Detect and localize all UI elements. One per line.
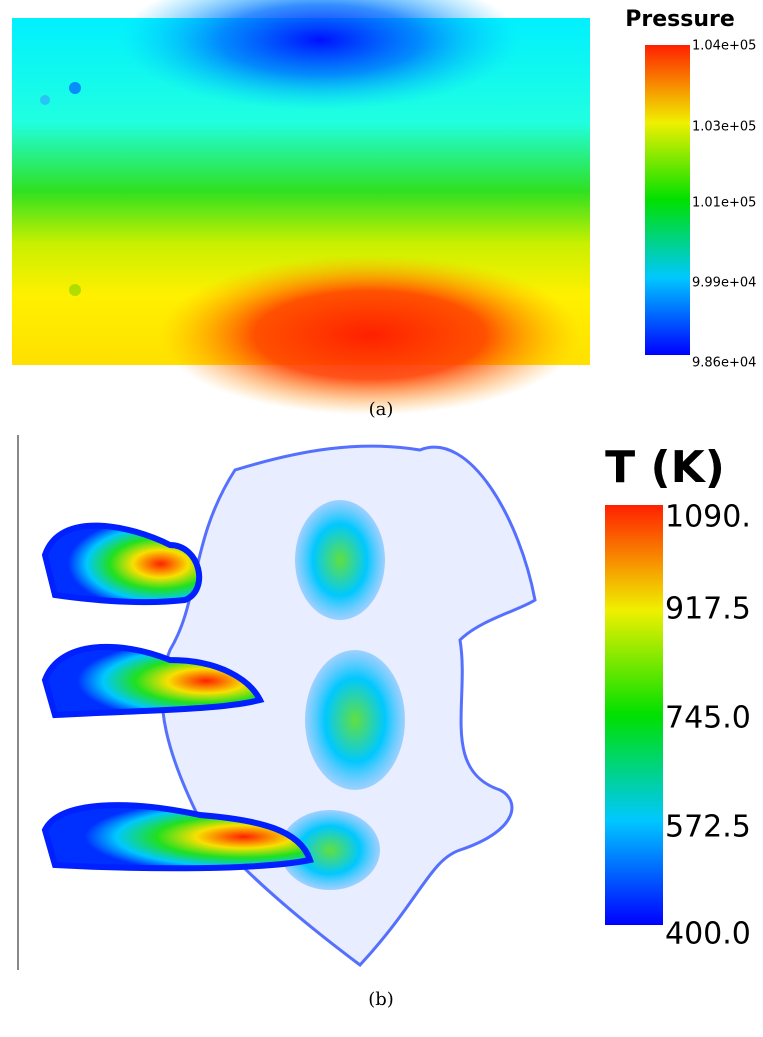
pressure-field xyxy=(12,0,590,415)
colorbar-label: 745.0 xyxy=(665,701,751,736)
caption: (b) xyxy=(368,989,394,1010)
colorbar-label: 9.99e+04 xyxy=(692,276,756,291)
colorbar-title: Pressure xyxy=(625,7,735,32)
colorbar-label: 572.5 xyxy=(665,810,751,845)
colorbar xyxy=(605,505,663,925)
colorbar-title: T (K) xyxy=(605,442,725,493)
colorbar-label: 1090. xyxy=(665,500,751,535)
colorbar-label: 917.5 xyxy=(665,592,751,627)
colorbar-label: 9.86e+04 xyxy=(692,356,756,371)
temperature-field xyxy=(41,444,537,968)
colorbar-label: 400.0 xyxy=(665,917,751,952)
colorbar xyxy=(645,45,690,355)
colorbar-label: 1.01e+05 xyxy=(692,196,756,211)
colorbar-label: 1.03e+05 xyxy=(692,120,756,135)
colorbar-label: 1.04e+05 xyxy=(692,39,756,54)
caption: (a) xyxy=(369,399,394,420)
